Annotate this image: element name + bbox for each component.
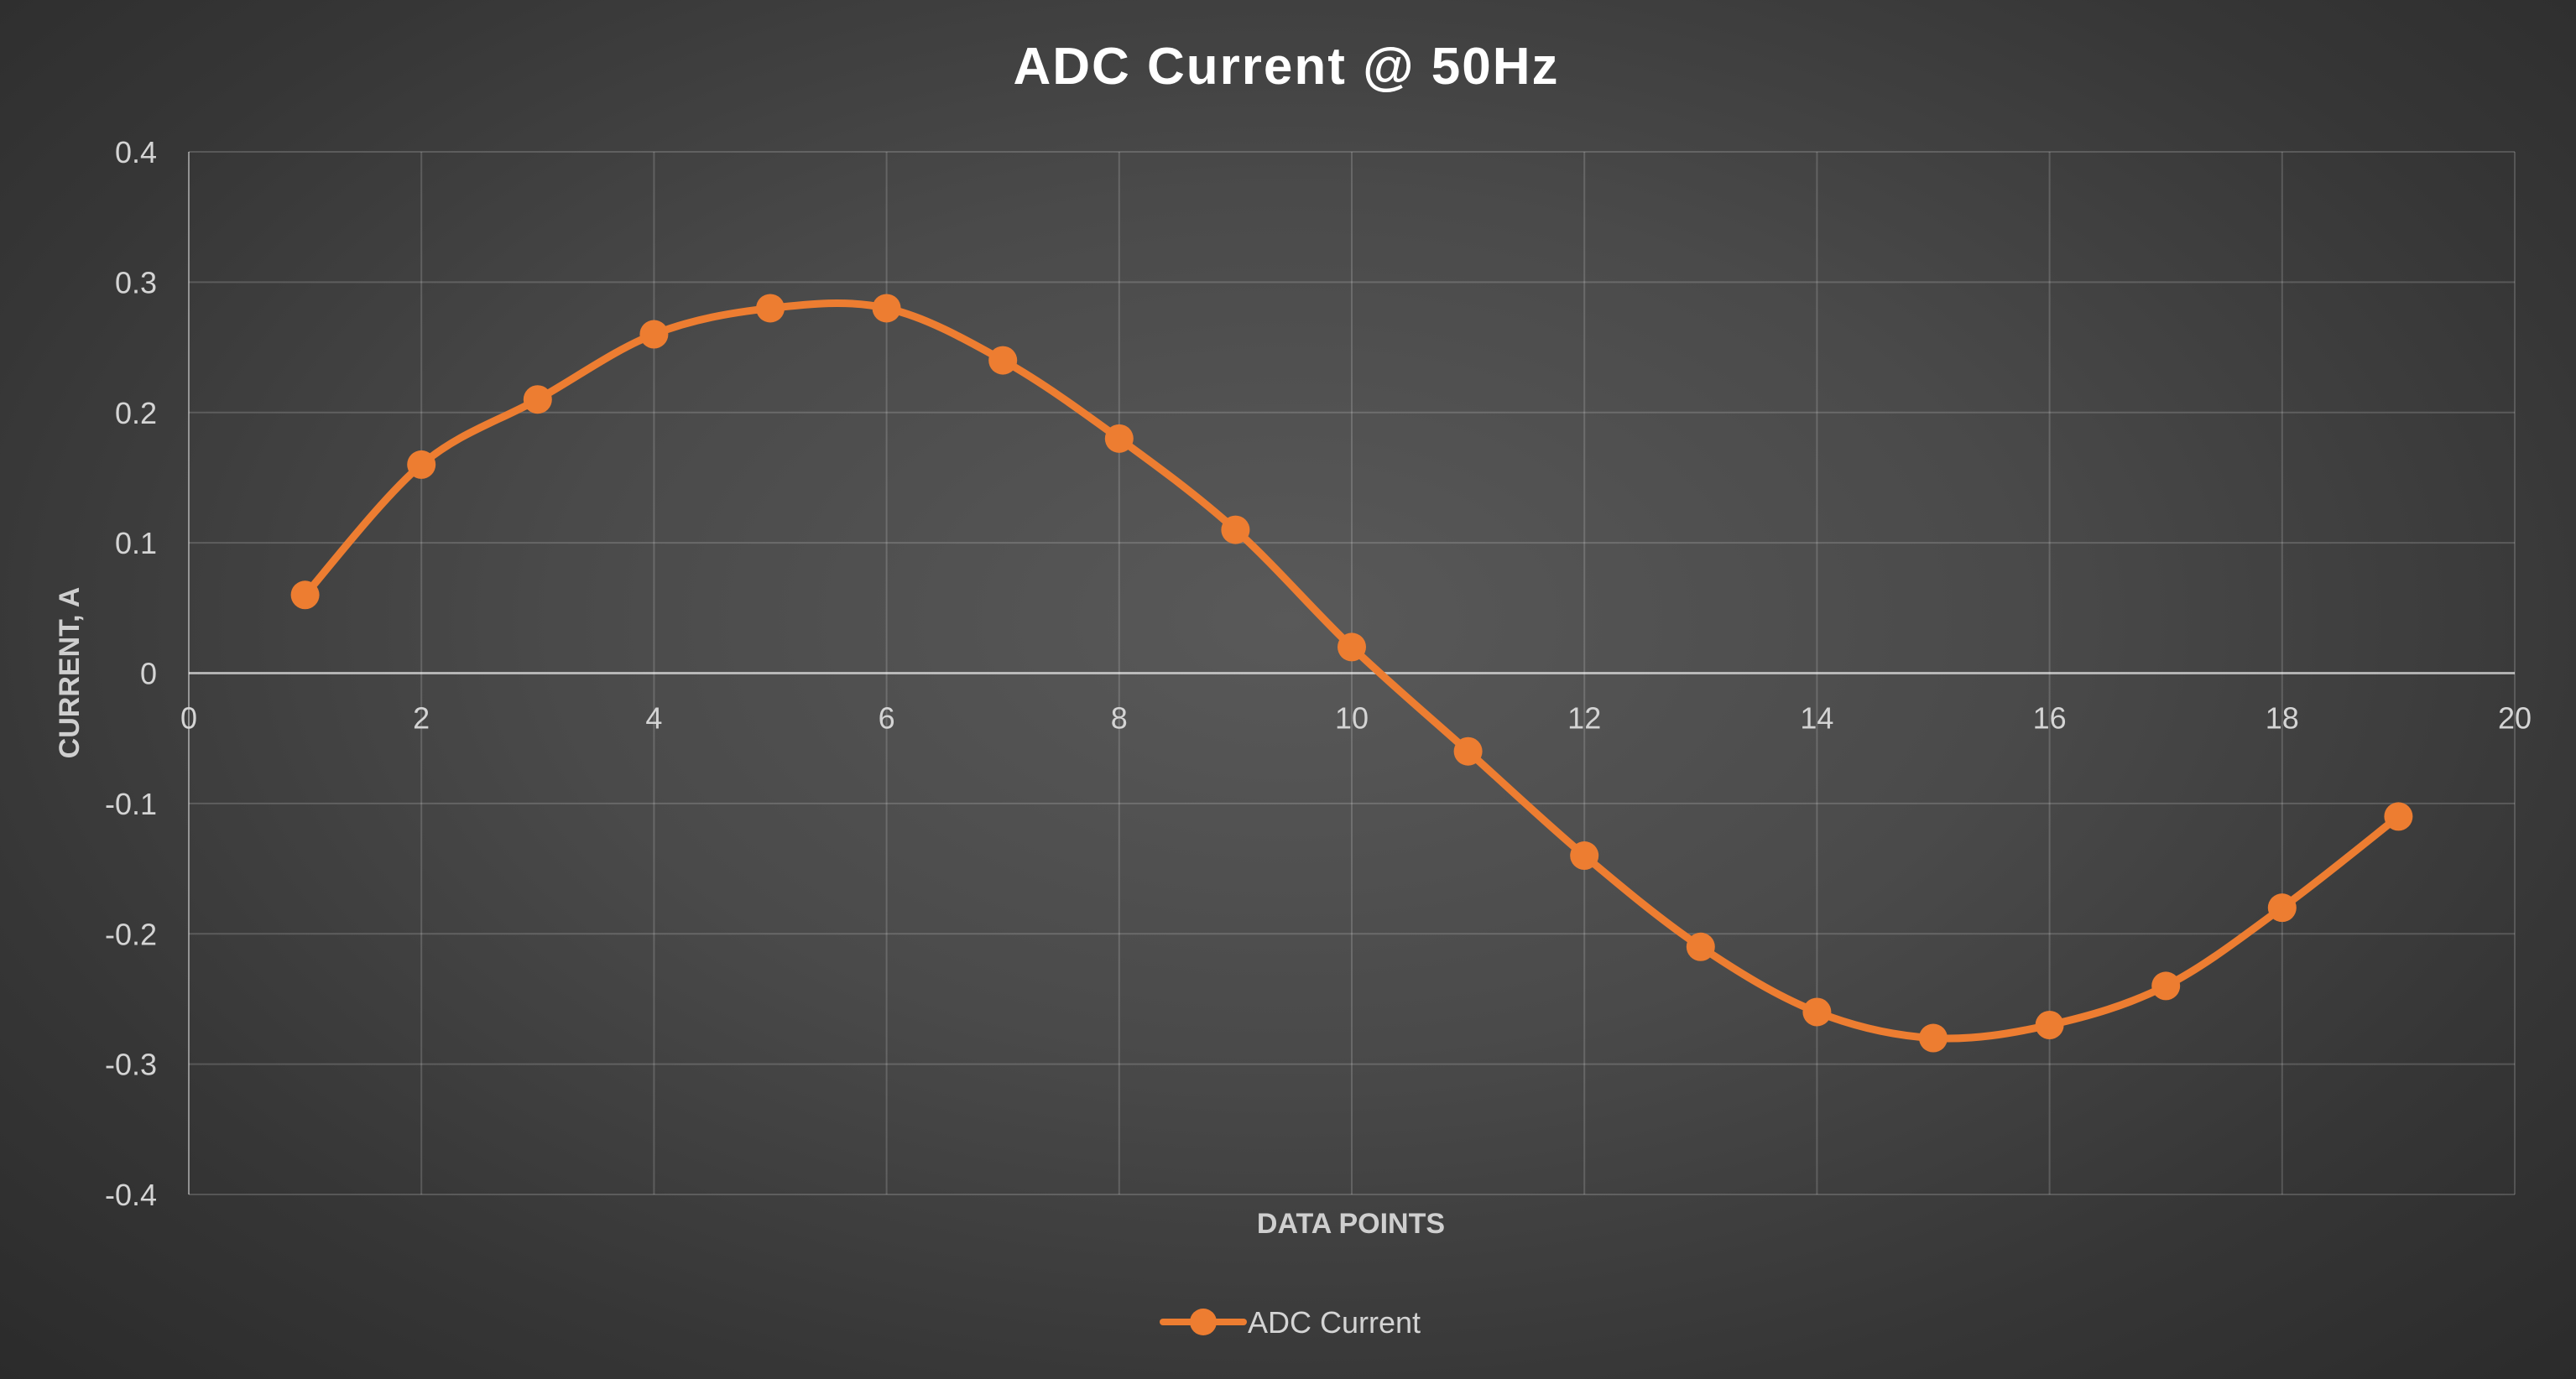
x-tick-label: 10 — [1335, 701, 1369, 736]
y-tick-label: 0.1 — [115, 526, 157, 560]
data-point — [2267, 893, 2297, 923]
chart-title: ADC Current @ 50Hz — [1013, 38, 1559, 96]
data-point — [407, 450, 436, 479]
data-point — [290, 580, 320, 610]
data-point — [1338, 632, 1366, 662]
x-axis-title: DATA POINTS — [1257, 1208, 1445, 1240]
y-tick-label: -0.1 — [105, 787, 157, 821]
data-point — [988, 346, 1018, 375]
y-axis-title: CURRENT, A — [54, 587, 86, 759]
y-tick-label: 0.2 — [115, 396, 157, 430]
x-tick-label: 20 — [2498, 701, 2532, 736]
data-point — [1686, 932, 1715, 961]
x-tick-label: 14 — [1800, 701, 1833, 736]
gridlines — [188, 151, 2516, 1195]
x-tick-label: 4 — [645, 701, 662, 736]
x-tick-label: 8 — [1111, 701, 1128, 736]
data-point — [872, 294, 901, 323]
y-tick-labels: 0.4 0.3 0.2 0.1 0 -0.1 -0.2 -0.3 -0.4 — [105, 135, 157, 1212]
data-point — [1453, 736, 1483, 766]
data-point — [1221, 515, 1250, 544]
data-point — [2035, 1011, 2064, 1040]
x-tick-label: 6 — [879, 701, 895, 736]
y-tick-label: 0 — [140, 657, 157, 691]
x-tick-label: 18 — [2266, 701, 2299, 736]
data-point — [2151, 971, 2181, 1001]
data-point — [2384, 802, 2413, 831]
x-tick-label: 12 — [1567, 701, 1601, 736]
data-point — [639, 320, 669, 349]
data-point — [1104, 424, 1134, 453]
series-adc-current — [290, 294, 2413, 1053]
legend[interactable]: ADC Current — [1160, 1305, 1421, 1340]
data-point — [756, 294, 785, 323]
legend-marker-swatch — [1190, 1309, 1217, 1335]
data-point — [523, 385, 552, 414]
data-point — [1570, 841, 1599, 871]
x-tick-label: 2 — [413, 701, 430, 736]
data-point — [1802, 997, 1832, 1027]
legend-label: ADC Current — [1248, 1305, 1421, 1340]
y-tick-label: 0.3 — [115, 265, 157, 299]
y-tick-label: -0.2 — [105, 917, 157, 951]
x-tick-label: 16 — [2033, 701, 2067, 736]
x-tick-label: 0 — [180, 701, 197, 736]
x-tick-labels: 0 2 4 6 8 10 12 14 16 18 20 — [180, 701, 2532, 736]
y-tick-label: 0.4 — [115, 135, 157, 169]
y-tick-label: -0.4 — [105, 1178, 157, 1212]
y-tick-label: -0.3 — [105, 1048, 157, 1082]
axes — [188, 152, 2515, 1194]
data-point — [1919, 1023, 1948, 1053]
